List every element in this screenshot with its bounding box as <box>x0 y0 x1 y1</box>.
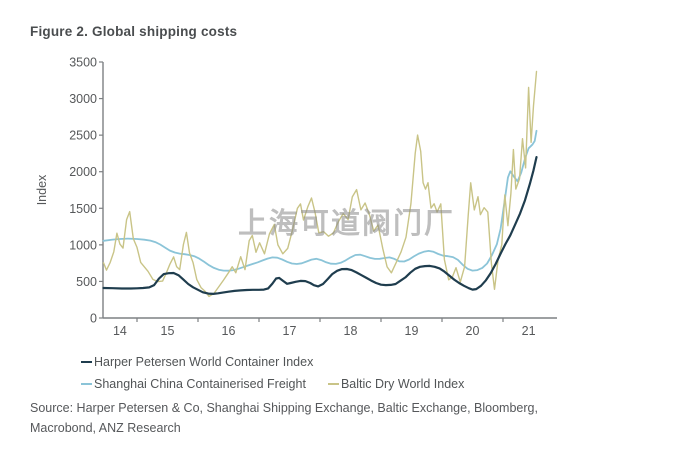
legend-row-1: Harper Petersen World Container Index <box>81 351 464 373</box>
y-tick-label: 1000 <box>69 238 97 252</box>
shipping-costs-chart: Index 0 500 1000 1500 2000 2500 3000 3500 14 15 16… <box>35 56 557 338</box>
x-tick-label: 21 <box>522 324 536 338</box>
legend-item-harper-petersen: Harper Petersen World Container Index <box>81 355 313 369</box>
y-tick-label: 0 <box>90 312 97 326</box>
y-tick-label: 500 <box>76 275 97 289</box>
source-line-1: Source: Harper Petersen & Co, Shanghai S… <box>30 401 538 415</box>
x-tick-label: 15 <box>161 324 175 338</box>
series-line-shanghai-china-containerised-freight <box>102 129 538 272</box>
x-tick-label: 18 <box>344 324 358 338</box>
y-tick-label: 3000 <box>69 92 97 106</box>
x-tick-label: 14 <box>113 324 127 338</box>
y-tick-label: 2000 <box>69 165 97 179</box>
baltic-dry-line-swatch <box>327 383 339 385</box>
legend-label-shanghai-freight: Shanghai China Containerised Freight <box>94 377 306 391</box>
source-line-2: Macrobond, ANZ Research <box>30 421 181 435</box>
series-line-harper-petersen-world-container-index <box>102 156 538 295</box>
legend-item-shanghai-freight: Shanghai China Containerised Freight <box>81 377 306 391</box>
x-tick-label: 16 <box>222 324 236 338</box>
legend-row-2: Shanghai China Containerised Freight Bal… <box>81 373 464 395</box>
y-axis-title: Index <box>35 174 49 205</box>
figure-title: Figure 2. Global shipping costs <box>30 24 238 39</box>
x-tick-label: 19 <box>405 324 419 338</box>
legend-label-baltic-dry: Baltic Dry World Index <box>340 377 465 391</box>
source-note: Source: Harper Petersen & Co, Shanghai S… <box>30 398 538 438</box>
series-line-baltic-dry-world-index <box>102 70 538 298</box>
y-tick-label: 1500 <box>69 202 97 216</box>
x-tick-label: 17 <box>283 324 297 338</box>
legend-item-baltic-dry: Baltic Dry World Index <box>327 377 465 391</box>
legend-label-harper-petersen: Harper Petersen World Container Index <box>94 355 314 369</box>
x-tick-label: 20 <box>466 324 480 338</box>
chart-legend: Harper Petersen World Container Index Sh… <box>81 351 464 395</box>
harper-petersen-line-swatch <box>81 361 92 363</box>
y-tick-label: 3500 <box>69 56 97 70</box>
y-tick-label: 2500 <box>69 129 97 143</box>
shanghai-freight-line-swatch <box>81 383 92 385</box>
